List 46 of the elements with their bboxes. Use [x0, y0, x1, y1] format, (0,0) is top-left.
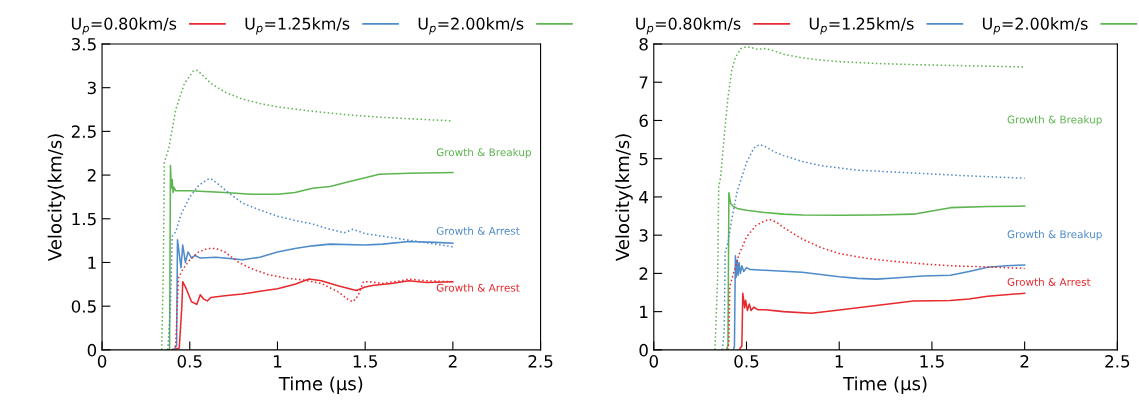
- x-tick-label: 1.5: [353, 355, 377, 368]
- x-axis-title: Time (μs): [843, 376, 927, 394]
- y-tick-label: 2: [639, 267, 648, 280]
- y-tick-label: 3: [639, 229, 648, 242]
- legend-label: U$_{p}$=1.25km/s: [809, 17, 914, 35]
- x-tick-label: 0.5: [734, 355, 759, 368]
- y-tick-label: 0.5: [71, 300, 96, 313]
- y-tick-label: 2: [87, 169, 96, 182]
- annotation: Growth & Breakup: [1007, 115, 1102, 126]
- annotation: Growth & Arrest: [1007, 277, 1091, 286]
- x-tick-label: 1.5: [920, 355, 944, 368]
- y-tick-label: 1: [88, 256, 96, 269]
- line-series: [738, 292, 1026, 350]
- y-tick-label: 3.5: [71, 37, 96, 51]
- legend-label: U$_{p}$=2.00km/s: [982, 17, 1088, 35]
- x-axis-title: Time (μs): [278, 376, 363, 394]
- y-tick-label: 6: [639, 114, 648, 128]
- y-tick-label: 5: [639, 152, 648, 166]
- y-tick-label: 2.5: [71, 125, 96, 138]
- legend-label: U$_{p}$=2.00km/s: [418, 17, 524, 35]
- x-tick-label: 1: [273, 355, 282, 368]
- x-tick-label: 1: [835, 355, 843, 368]
- y-tick-label: 3: [87, 81, 96, 95]
- y-tick-label: 8: [639, 37, 648, 51]
- x-tick-label: 2.5: [528, 355, 553, 368]
- x-tick-label: 2: [448, 355, 457, 368]
- y-axis-title: Velocity(km/s): [615, 134, 633, 262]
- annotation: Growth & Arrest: [436, 226, 520, 235]
- y-tick-label: 0: [639, 343, 648, 357]
- y-axis-title: Velocity(km/s): [47, 134, 66, 262]
- annotation: Growth & Breakup: [436, 148, 531, 159]
- legend-label: U$_{p}$=0.80km/s: [71, 17, 177, 35]
- x-tick-label: 2: [1020, 355, 1029, 368]
- x-tick-label: 0: [649, 355, 658, 368]
- y-tick-label: 1: [640, 305, 648, 318]
- legend-label: U$_{p}$=1.25km/s: [245, 17, 350, 35]
- y-tick-label: 0: [87, 343, 97, 357]
- y-tick-label: 4: [639, 191, 648, 204]
- legend-label: U$_{p}$=0.80km/s: [636, 17, 741, 35]
- x-tick-label: 0.5: [177, 355, 202, 368]
- x-tick-label: 0: [97, 355, 107, 368]
- x-tick-label: 2.5: [1105, 355, 1130, 368]
- y-tick-label: 1.5: [72, 212, 96, 226]
- y-tick-label: 7: [639, 76, 648, 89]
- annotation: Growth & Breakup: [1007, 230, 1102, 241]
- annotation: Growth & Arrest: [436, 283, 520, 292]
